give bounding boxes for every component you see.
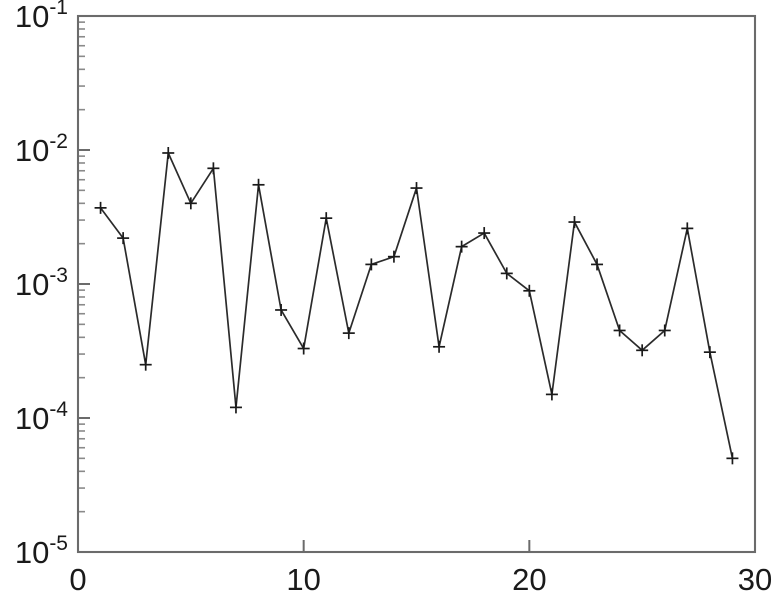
y-tick-label: 10-1 (15, 0, 68, 34)
data-point-marker (500, 267, 513, 280)
data-point-marker (139, 358, 152, 371)
data-point-marker (455, 240, 468, 253)
data-point-marker (568, 216, 581, 229)
data-series-line (99, 152, 734, 459)
x-tick-label: 0 (69, 562, 86, 597)
data-point-marker (478, 227, 491, 240)
data-point-marker (726, 452, 739, 465)
data-point-marker (703, 346, 716, 359)
data-point-marker (229, 401, 242, 414)
data-point-marker (275, 303, 288, 316)
data-point-marker (365, 258, 378, 271)
y-tick-label: 10-3 (15, 264, 68, 302)
data-point-marker (591, 258, 604, 271)
y-axis-tick-labels: 10-1 10-2 10-3 10-4 10-5 (15, 0, 68, 570)
data-point-marker (387, 250, 400, 263)
data-point-marker (658, 324, 671, 337)
axis-ticks (78, 15, 531, 553)
data-point-marker (320, 212, 333, 225)
data-point-marker (117, 232, 130, 245)
plot-frame-box (76, 14, 757, 554)
data-point-marker (410, 182, 423, 195)
y-tick-label: 10-5 (15, 532, 68, 570)
data-point-marker (342, 327, 355, 340)
x-tick-label: 10 (286, 562, 320, 597)
x-tick-label: 20 (512, 562, 546, 597)
data-point-marker (184, 197, 197, 210)
data-series-markers (94, 146, 739, 465)
data-point-marker (681, 222, 694, 235)
data-point-marker (613, 324, 626, 337)
data-point-marker (433, 340, 446, 353)
data-point-marker (297, 342, 310, 355)
data-point-marker (207, 162, 220, 175)
data-point-marker (636, 344, 649, 357)
data-point-marker (545, 388, 558, 401)
x-axis-tick-labels: 0 10 20 30 (69, 562, 772, 597)
data-point-marker (94, 201, 107, 214)
data-point-marker (252, 178, 265, 191)
x-tick-label: 30 (738, 562, 772, 597)
y-tick-label: 10-4 (15, 398, 68, 436)
y-tick-label: 10-2 (15, 130, 68, 168)
data-point-marker (523, 284, 536, 297)
data-point-marker (162, 146, 175, 159)
